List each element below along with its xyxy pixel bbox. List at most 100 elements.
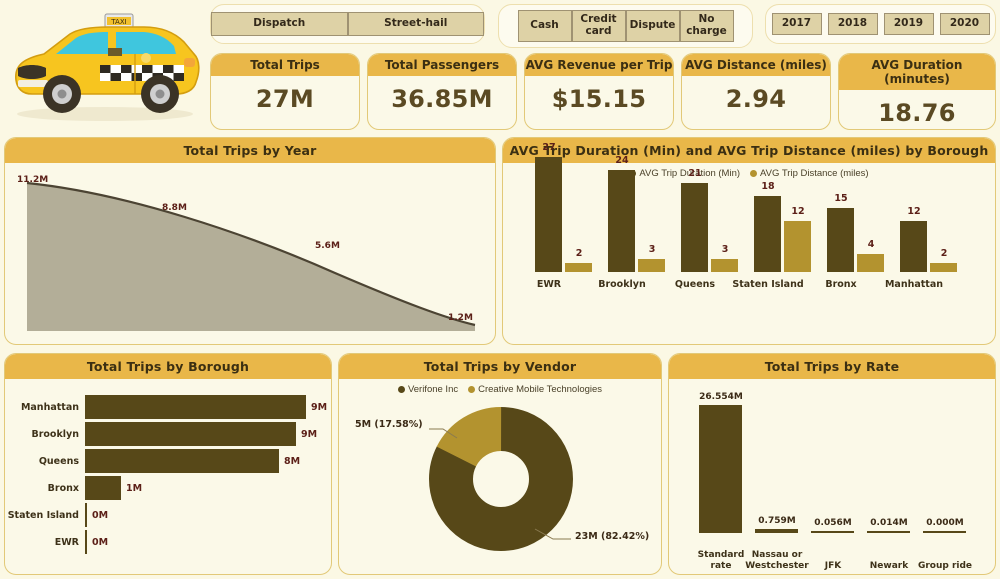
kpi-avg-duration: AVG Duration (minutes) 18.76 <box>838 53 996 130</box>
bar-value-duration: 24 <box>615 155 629 166</box>
filter-dispatch[interactable]: Dispatch <box>211 12 348 36</box>
bar-category-label: Brooklyn <box>598 278 646 290</box>
taxi-cab-icon: TAXI <box>4 2 206 132</box>
bar-category-label: Staten Island <box>732 278 804 290</box>
chart-trips-by-vendor: Total Trips by Vendor Verifone Inc Creat… <box>338 353 662 575</box>
bar-category-label: Bronx <box>825 278 857 290</box>
bar-distance[interactable] <box>565 263 592 272</box>
h-value: 1M <box>126 482 143 494</box>
h-bar[interactable] <box>85 476 121 500</box>
kpi-total-passengers: Total Passengers 36.85M <box>367 53 517 130</box>
filter-street-hail[interactable]: Street-hail <box>347 12 484 36</box>
h-row-staten-island: Staten Island 0M <box>5 503 108 527</box>
bar-group-brooklyn <box>608 170 665 272</box>
bar-group-staten-island <box>754 196 811 272</box>
h-category-label: Brooklyn <box>31 428 79 440</box>
legend-item-distance[interactable]: AVG Trip Distance (miles) <box>750 168 869 179</box>
kpi-title: AVG Revenue per Trip <box>525 54 673 76</box>
bar-distance[interactable] <box>930 263 957 272</box>
bar-distance[interactable] <box>857 254 884 272</box>
filter-year-2019[interactable]: 2019 <box>883 13 934 35</box>
bar-duration[interactable] <box>754 196 781 272</box>
bar-category-label: Queens <box>674 278 716 290</box>
h-bar[interactable] <box>85 395 306 419</box>
bar-value-duration: 21 <box>688 168 702 179</box>
bar-duration[interactable] <box>681 183 708 272</box>
bar-group-bronx <box>827 208 884 272</box>
legend-swatch-verifone <box>397 386 405 393</box>
bar-duration[interactable] <box>900 221 927 272</box>
bar-value-distance: 2 <box>575 248 583 259</box>
donut-label-creative-mobile: 5M (17.58%) <box>355 419 423 430</box>
kpi-value: 18.76 <box>878 99 956 127</box>
h-row-queens: Queens 8M <box>5 449 300 473</box>
legend-label: AVG Trip Duration (Min) <box>639 168 741 179</box>
rate-bar-nassau[interactable] <box>755 529 798 533</box>
rate-label-group-ride: Group ride <box>917 560 973 571</box>
h-category-label: Queens <box>38 455 79 467</box>
rate-bar-jfk[interactable] <box>811 531 854 533</box>
h-value: 9M <box>311 401 328 413</box>
year-filter[interactable]: 2017 2018 2019 2020 <box>765 4 996 44</box>
area-label-2019: 5.6M <box>315 241 340 251</box>
filter-year-2018[interactable]: 2018 <box>827 13 878 35</box>
bar-value-duration: 27 <box>542 142 556 153</box>
area-label-2017: 11.2M <box>17 175 49 185</box>
filter-dispute[interactable]: Dispute <box>625 10 680 42</box>
h-bar[interactable] <box>85 449 279 473</box>
kpi-value: 27M <box>255 85 315 113</box>
bar-distance[interactable] <box>638 259 665 272</box>
filter-credit-card[interactable]: Credit card <box>571 10 626 42</box>
bar-group-manhattan <box>900 221 957 272</box>
chart-title: Total Trips by Borough <box>5 354 331 379</box>
h-category-label: Bronx <box>47 482 79 494</box>
kpi-title: AVG Distance (miles) <box>682 54 830 76</box>
legend-item-verifone[interactable]: Verifone Inc <box>397 384 459 395</box>
filter-year-2017[interactable]: 2017 <box>771 13 822 35</box>
h-category-label: Manhattan <box>20 401 79 413</box>
trip-type-filter[interactable]: Dispatch Street-hail <box>210 4 485 44</box>
kpi-avg-revenue-per-trip: AVG Revenue per Trip $15.15 <box>524 53 674 130</box>
bar-value-duration: 15 <box>834 193 848 204</box>
kpi-value: 36.85M <box>391 85 493 113</box>
rate-value-standard: 26.554M <box>699 392 743 402</box>
donut-slice-creative-mobile <box>429 406 573 551</box>
bar-distance[interactable] <box>711 259 738 272</box>
bar-duration[interactable] <box>827 208 854 272</box>
rate-bar-newark[interactable] <box>867 531 910 533</box>
filter-no-charge[interactable]: No charge <box>679 10 734 42</box>
h-bar[interactable] <box>85 503 87 527</box>
bar-value-distance: 3 <box>721 244 729 255</box>
legend-label: Verifone Inc <box>407 384 459 395</box>
legend-swatch-creative-mobile <box>468 386 476 393</box>
bar-distance[interactable] <box>784 221 811 272</box>
legend-swatch-distance <box>750 170 758 177</box>
rate-value-nassau: 0.759M <box>758 516 796 526</box>
bar-value-duration: 12 <box>907 206 921 217</box>
bar-duration[interactable] <box>608 170 635 272</box>
chart-duration-distance-by-borough: AVG Trip Duration (Min) and AVG Trip Dis… <box>502 137 996 345</box>
filter-cash[interactable]: Cash <box>517 10 572 42</box>
chart-trips-by-year: Total Trips by Year 11.2M 8.8M 5.6M 1.2M… <box>4 137 496 345</box>
rate-bar-standard[interactable] <box>699 405 742 533</box>
bar-group-queens <box>681 183 738 272</box>
donut-area: 5M (17.58%) 23M (82.42%) <box>339 395 661 563</box>
kpi-title: Total Passengers <box>368 54 516 76</box>
h-bar[interactable] <box>85 530 87 554</box>
rate-bar-group-ride[interactable] <box>923 531 966 533</box>
bar-duration[interactable] <box>535 157 562 272</box>
h-value: 9M <box>301 428 318 440</box>
kpi-total-trips: Total Trips 27M <box>210 53 360 130</box>
rate-value-newark: 0.014M <box>870 518 908 528</box>
rate-value-jfk: 0.056M <box>814 518 852 528</box>
kpi-value: $15.15 <box>551 85 647 113</box>
bar-value-distance: 3 <box>648 244 656 255</box>
bar-category-label: EWR <box>536 278 562 290</box>
payment-type-filter[interactable]: Cash Credit card Dispute No charge <box>498 4 753 48</box>
legend-item-creative-mobile[interactable]: Creative Mobile Technologies <box>468 384 602 395</box>
h-bar[interactable] <box>85 422 296 446</box>
filter-year-2020[interactable]: 2020 <box>939 13 990 35</box>
kpi-value: 2.94 <box>725 85 787 113</box>
bar-value-duration: 18 <box>761 181 775 192</box>
kpi-title: AVG Duration (minutes) <box>839 54 995 90</box>
